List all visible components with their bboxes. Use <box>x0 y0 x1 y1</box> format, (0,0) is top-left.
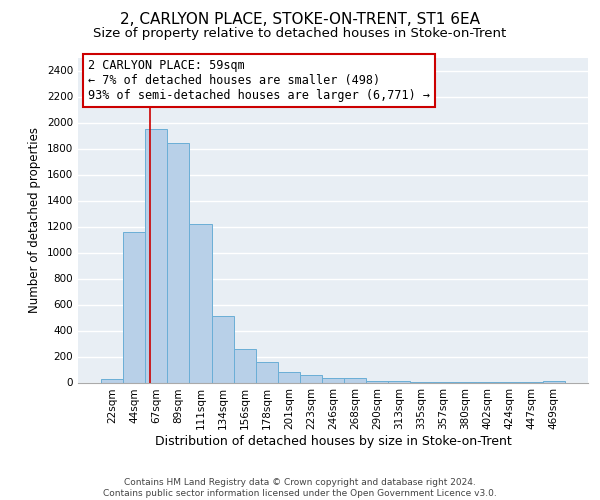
Bar <box>190 224 212 382</box>
Bar <box>101 379 123 382</box>
Bar <box>145 129 167 382</box>
Bar <box>278 372 300 382</box>
Bar <box>256 362 278 382</box>
Text: 2, CARLYON PLACE, STOKE-ON-TRENT, ST1 6EA: 2, CARLYON PLACE, STOKE-ON-TRENT, ST1 6E… <box>120 12 480 28</box>
Text: Size of property relative to detached houses in Stoke-on-Trent: Size of property relative to detached ho… <box>94 28 506 40</box>
Bar <box>123 232 145 382</box>
Bar <box>344 378 366 382</box>
Bar <box>167 144 190 382</box>
Y-axis label: Number of detached properties: Number of detached properties <box>28 127 41 313</box>
Bar <box>300 376 322 382</box>
Bar <box>233 348 256 382</box>
Bar <box>543 380 565 382</box>
Bar <box>322 378 344 382</box>
Text: Contains HM Land Registry data © Crown copyright and database right 2024.
Contai: Contains HM Land Registry data © Crown c… <box>103 478 497 498</box>
Bar <box>366 380 388 382</box>
X-axis label: Distribution of detached houses by size in Stoke-on-Trent: Distribution of detached houses by size … <box>155 435 511 448</box>
Text: 2 CARLYON PLACE: 59sqm
← 7% of detached houses are smaller (498)
93% of semi-det: 2 CARLYON PLACE: 59sqm ← 7% of detached … <box>88 59 430 102</box>
Bar <box>212 316 233 382</box>
